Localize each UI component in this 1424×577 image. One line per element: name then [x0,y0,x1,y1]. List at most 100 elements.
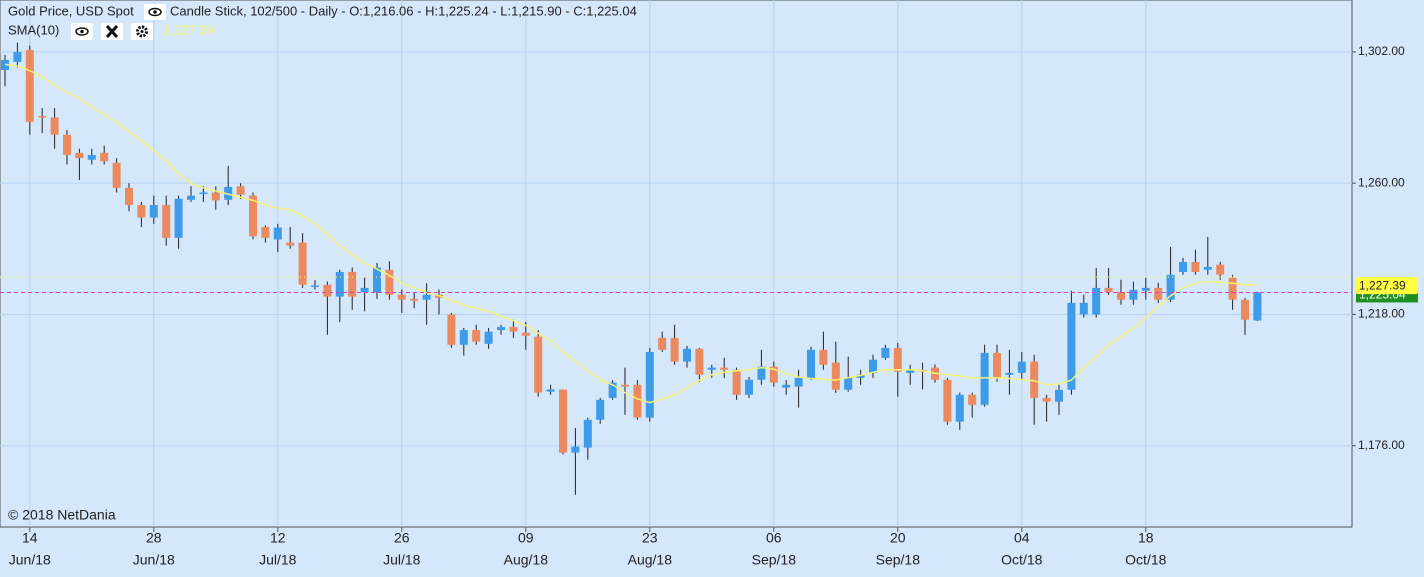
candle-body [422,294,431,300]
candle-body [596,399,605,420]
sma-label: 1,227.39 [1359,278,1406,292]
candle-body [211,192,220,201]
candle-body [1055,389,1063,402]
chart-title: Gold Price, USD Spot [8,3,134,18]
x-tick-label: 28 [146,530,162,546]
candle-body [1253,292,1262,321]
candle-body [571,446,580,453]
x-tick-label: Oct/18 [1125,552,1166,568]
copyright: © 2018 NetDania [8,507,116,523]
x-tick-label: Jun/18 [133,552,175,568]
candle-body [1092,287,1101,315]
candle-body [13,51,22,62]
candle-body [360,287,369,292]
x-tick-label: 18 [1138,530,1154,546]
candle-body [732,369,741,395]
candle-body [1042,397,1051,402]
x-tick-label: 04 [1014,530,1030,546]
candle-body [1179,261,1187,272]
x-tick-label: 14 [22,530,38,546]
candle-body [621,384,629,387]
candle-body [484,331,493,344]
candle-body [807,349,815,378]
plot-area [0,0,1353,528]
candle-body [856,374,865,378]
x-tick-label: 26 [394,530,410,546]
candle-body [968,394,977,405]
candle-body [980,352,989,405]
candle-body [311,285,319,287]
x-tick-label: Sep/18 [876,552,921,568]
candle-body [1005,372,1014,375]
candle-body [261,226,270,238]
candle-body [75,152,84,159]
candle-body [1216,264,1225,275]
candle-body [707,367,716,370]
x-tick-label: 23 [642,530,658,546]
y-tick-label: 1,302.00 [1358,44,1405,58]
candle-body [534,336,543,393]
sma-line [4,63,1258,404]
candle-body [373,267,381,293]
candle-body [410,298,419,301]
candle-body [1241,299,1249,320]
candle-body [955,394,964,422]
candle-body [249,195,257,237]
y-tick-label: 1,260.00 [1358,175,1405,189]
candle-body [546,389,555,392]
x-tick-label: Jul/18 [259,552,297,568]
candle-body [137,205,146,218]
candle-body [1079,302,1088,315]
candle-body [397,294,406,300]
legend-label: SMA(10) [8,22,59,37]
candle-body [174,198,183,238]
candle-body [893,347,902,372]
x-tick-label: 20 [890,530,906,546]
sma-box [1356,277,1418,295]
x-tick-label: 12 [270,530,286,546]
candle-body [757,366,766,380]
candle-body [459,330,468,345]
candle-body [1166,274,1175,300]
candle-body [943,379,952,422]
candle-body [1117,291,1125,300]
candle-body [112,162,121,188]
eye-icon[interactable] [71,23,93,40]
candle-body [149,205,158,218]
candle-body [87,155,96,160]
candle-body [1228,277,1237,300]
candle-body [1017,361,1026,373]
candle-body [25,50,34,122]
candle-body [658,337,667,350]
candle-body [187,195,195,200]
x-tick-label: Jun/18 [9,552,51,568]
candle-body [100,152,109,162]
candle-body [683,348,691,362]
candle-body [323,284,332,297]
grid [0,0,1352,527]
marks [1,42,1262,495]
settings-icon[interactable] [131,23,153,40]
candle-body [385,269,394,295]
candle-body [199,192,208,195]
eye-icon[interactable] [144,4,166,20]
x-tick-label: Jul/18 [383,552,421,568]
close-icon[interactable] [101,23,123,40]
candle-body [1203,266,1212,270]
candle-body [348,271,357,297]
x-tick-label: Oct/18 [1001,552,1042,568]
candle-body [881,347,890,358]
legend-value: 1,227.39 [163,22,214,37]
candle-body [162,205,171,238]
candle-body [745,379,753,395]
candle-body [608,382,617,398]
candle-body [559,389,567,453]
candle-body [335,271,344,297]
candle-body [670,337,679,362]
candle-body [906,369,915,373]
candle-body [633,384,642,418]
candle-body [497,326,505,331]
y-tick-label: 1,218.00 [1358,307,1405,321]
x-tick-label: Aug/18 [504,552,549,568]
